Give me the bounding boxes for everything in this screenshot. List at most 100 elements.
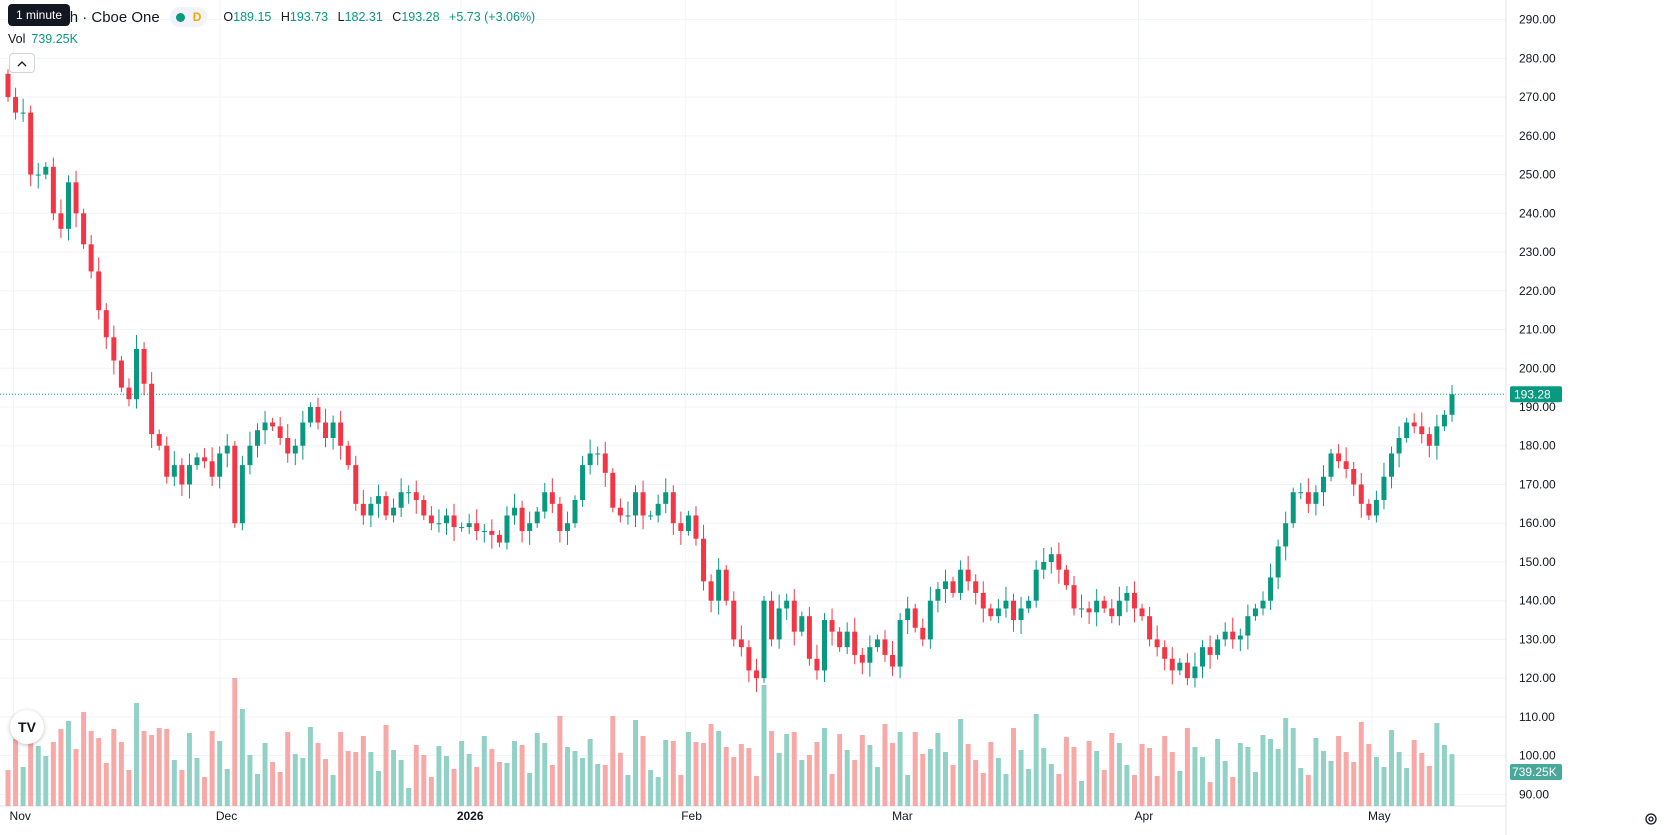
volume-bar	[527, 773, 533, 806]
volume-bar	[852, 760, 858, 806]
volume-bar	[950, 765, 956, 806]
candle-body	[1366, 503, 1372, 516]
candle-body	[776, 608, 782, 640]
candle-body	[496, 534, 502, 543]
volume-bar	[1101, 770, 1107, 806]
candle-body	[1109, 608, 1115, 617]
time-tick-label: Nov	[10, 809, 31, 823]
candle-body	[1389, 453, 1395, 477]
volume-bar	[1245, 747, 1251, 806]
volume-bar	[285, 732, 291, 806]
candle-body	[73, 182, 79, 214]
price-tick-label: 110.00	[1519, 710, 1555, 724]
price-tick-label: 160.00	[1519, 516, 1556, 530]
candle-body	[1018, 608, 1024, 621]
candle-body	[1237, 635, 1243, 640]
volume-bar	[1116, 743, 1122, 806]
gear-icon[interactable]	[1644, 812, 1658, 829]
candle-body	[1101, 600, 1107, 609]
volume-bar	[481, 736, 487, 806]
price-tick-label: 260.00	[1519, 129, 1556, 143]
candle-body	[655, 503, 661, 516]
candle-body	[822, 620, 828, 671]
volume-bar	[519, 745, 525, 806]
candle-body	[844, 631, 850, 648]
volume-bar	[927, 749, 933, 806]
volume-bar	[965, 744, 971, 806]
candle-body	[88, 244, 94, 272]
candle-body	[307, 407, 313, 423]
volume-bar	[602, 765, 608, 806]
volume-bar	[942, 752, 948, 806]
time-tick-label: Apr	[1135, 809, 1154, 823]
volume-bar	[73, 749, 79, 806]
volume-bar	[685, 732, 691, 806]
candle-body	[149, 383, 155, 435]
candle-body	[353, 465, 359, 504]
price-tick-label: 220.00	[1519, 284, 1556, 298]
collapse-legend-button[interactable]	[9, 53, 35, 73]
candle-body	[867, 647, 873, 663]
candle-body	[1275, 546, 1281, 578]
volume-bar	[323, 759, 329, 806]
time-tick-label: Feb	[681, 809, 702, 823]
volume-bar	[353, 752, 359, 806]
volume-bar	[610, 716, 616, 806]
volume-bar	[958, 719, 964, 806]
volume-bar	[1426, 766, 1432, 806]
candle-body	[20, 112, 26, 114]
candle-body	[1169, 658, 1175, 671]
price-tick-label: 100.00	[1519, 749, 1556, 763]
candle-body	[746, 647, 752, 671]
tradingview-logo-icon[interactable]: TV	[10, 710, 44, 744]
candle-body	[519, 507, 525, 531]
volume-bar	[164, 729, 170, 806]
volume-bar	[149, 735, 155, 806]
volume-bar	[761, 685, 767, 806]
volume-bar	[1079, 781, 1085, 806]
market-status-pill[interactable]: D	[169, 7, 208, 27]
time-tick-label: 2026	[457, 809, 484, 823]
candle-body	[701, 538, 707, 582]
candle-body	[118, 360, 124, 388]
candle-body	[814, 658, 820, 671]
volume-bar	[50, 742, 56, 806]
candle-body	[1131, 592, 1137, 609]
candle-body	[1033, 569, 1039, 601]
candle-body	[217, 453, 223, 477]
candle-body	[428, 515, 434, 524]
candle-body	[557, 503, 563, 531]
candle-body	[1268, 577, 1274, 601]
candle-body	[723, 569, 729, 601]
candle-body	[1162, 647, 1168, 659]
volume-bar	[874, 767, 880, 806]
volume-bar	[126, 770, 132, 806]
candle-body	[1404, 422, 1410, 438]
change-value: +5.73 (+3.06%)	[449, 10, 536, 24]
volume-bar	[300, 758, 306, 806]
candle-body	[640, 492, 646, 516]
volume-bar	[512, 741, 518, 806]
volume-bar	[557, 716, 563, 806]
candle-body	[1048, 554, 1054, 562]
candle-body	[1011, 600, 1017, 621]
price-tick-label: 150.00	[1519, 555, 1556, 569]
volume-bar	[1373, 757, 1379, 806]
candle-body	[1336, 453, 1342, 462]
candle-body	[1003, 600, 1009, 609]
candle-body	[247, 445, 253, 466]
candle-body	[1434, 426, 1440, 446]
candle-body	[950, 581, 956, 593]
volume-bar	[1018, 750, 1024, 806]
candle-body	[995, 608, 1001, 617]
low-key: L	[337, 10, 345, 24]
candle-body	[942, 581, 948, 590]
volume-bar	[791, 732, 797, 806]
candle-body	[1079, 608, 1085, 610]
candle-body	[1411, 422, 1417, 427]
price-tick-label: 230.00	[1519, 245, 1556, 259]
candle-body	[164, 445, 170, 477]
volume-bar	[1147, 748, 1153, 806]
candle-body	[1056, 554, 1062, 570]
